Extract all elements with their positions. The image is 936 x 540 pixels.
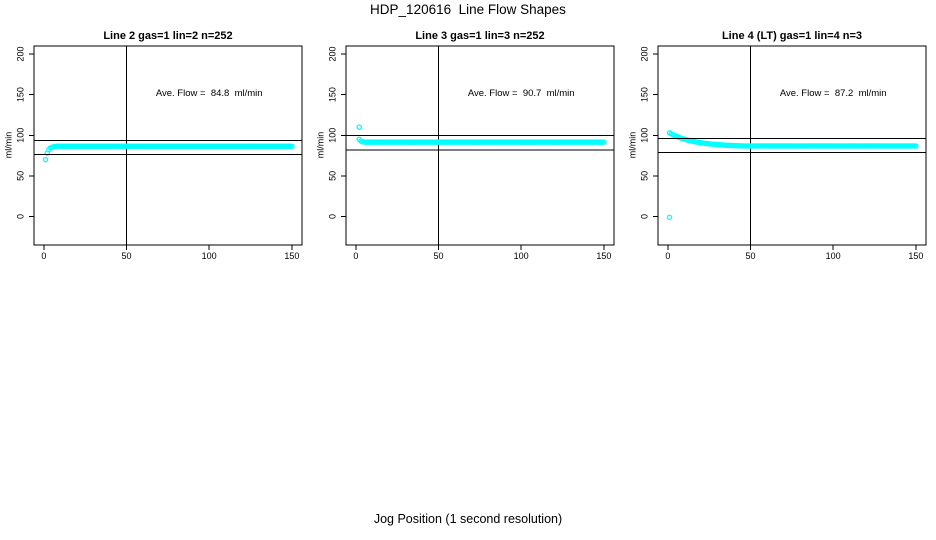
y-tick-label: 100: [328, 128, 338, 143]
outlier-point: [666, 214, 673, 221]
x-tick-label: 0: [353, 251, 358, 261]
flow-chart-panel-line2: Line 2 gas=1 lin=2 n=252 0 50 100 150 200 0 50 1…: [4, 30, 303, 261]
x-tick-label: 50: [434, 251, 444, 261]
y-tick-label: 150: [640, 87, 650, 102]
page-title: HDP_120616 Line Flow Shapes: [370, 2, 566, 17]
y-tick-label: 50: [16, 171, 26, 181]
y-tick-label: 200: [328, 46, 338, 61]
data-point: [601, 139, 607, 145]
flow-chart-panel-line4: Line 4 (LT) gas=1 lin=4 n=3 0 50 100 150 200 0…: [628, 30, 927, 261]
y-tick-label: 50: [328, 171, 338, 181]
y-axis-title: ml/min: [4, 132, 14, 159]
plot-box: [657, 45, 927, 246]
y-tick-label: 150: [328, 87, 338, 102]
ave-flow-annotation: Ave. Flow = 90.7 ml/min: [468, 88, 575, 99]
y-axis-title: ml/min: [628, 132, 638, 159]
flow-chart-panel-line3: Line 3 gas=1 lin=3 n=252 0 50 100 150 200 0 50 1…: [316, 30, 615, 261]
y-tick-label: 200: [640, 46, 650, 61]
ave-flow-annotation: Ave. Flow = 87.2 ml/min: [780, 88, 887, 99]
y-tick-label: 0: [328, 214, 338, 219]
y-tick-label: 0: [640, 214, 650, 219]
panel-title: Line 3 gas=1 lin=3 n=252: [415, 30, 544, 42]
panel-title: Line 4 (LT) gas=1 lin=4 n=3: [722, 30, 862, 42]
data-point: [913, 143, 919, 149]
x-tick-label: 50: [122, 251, 132, 261]
y-tick-label: 150: [16, 87, 26, 102]
plot-box: [345, 45, 615, 246]
x-axis-label: Jog Position (1 second resolution): [373, 512, 563, 526]
x-tick-label: 100: [514, 251, 529, 261]
x-tick-label: 0: [41, 251, 46, 261]
x-tick-label: 150: [596, 251, 611, 261]
y-axis-title: ml/min: [316, 132, 326, 159]
x-tick-label: 100: [202, 251, 217, 261]
y-tick-label: 100: [640, 128, 650, 143]
panel-title: Line 2 gas=1 lin=2 n=252: [103, 30, 232, 42]
x-tick-label: 100: [826, 251, 841, 261]
y-tick-label: 200: [16, 46, 26, 61]
y-tick-label: 100: [16, 128, 26, 143]
data-point: [289, 143, 295, 149]
x-tick-label: 150: [908, 251, 923, 261]
plot-box: [33, 45, 303, 246]
y-tick-label: 50: [640, 171, 650, 181]
x-tick-label: 150: [284, 251, 299, 261]
x-tick-label: 0: [665, 251, 670, 261]
y-tick-label: 0: [16, 214, 26, 219]
data-point: [42, 156, 49, 163]
x-tick-label: 50: [746, 251, 756, 261]
outlier-point: [356, 124, 362, 130]
ave-flow-annotation: Ave. Flow = 84.8 ml/min: [156, 88, 263, 99]
